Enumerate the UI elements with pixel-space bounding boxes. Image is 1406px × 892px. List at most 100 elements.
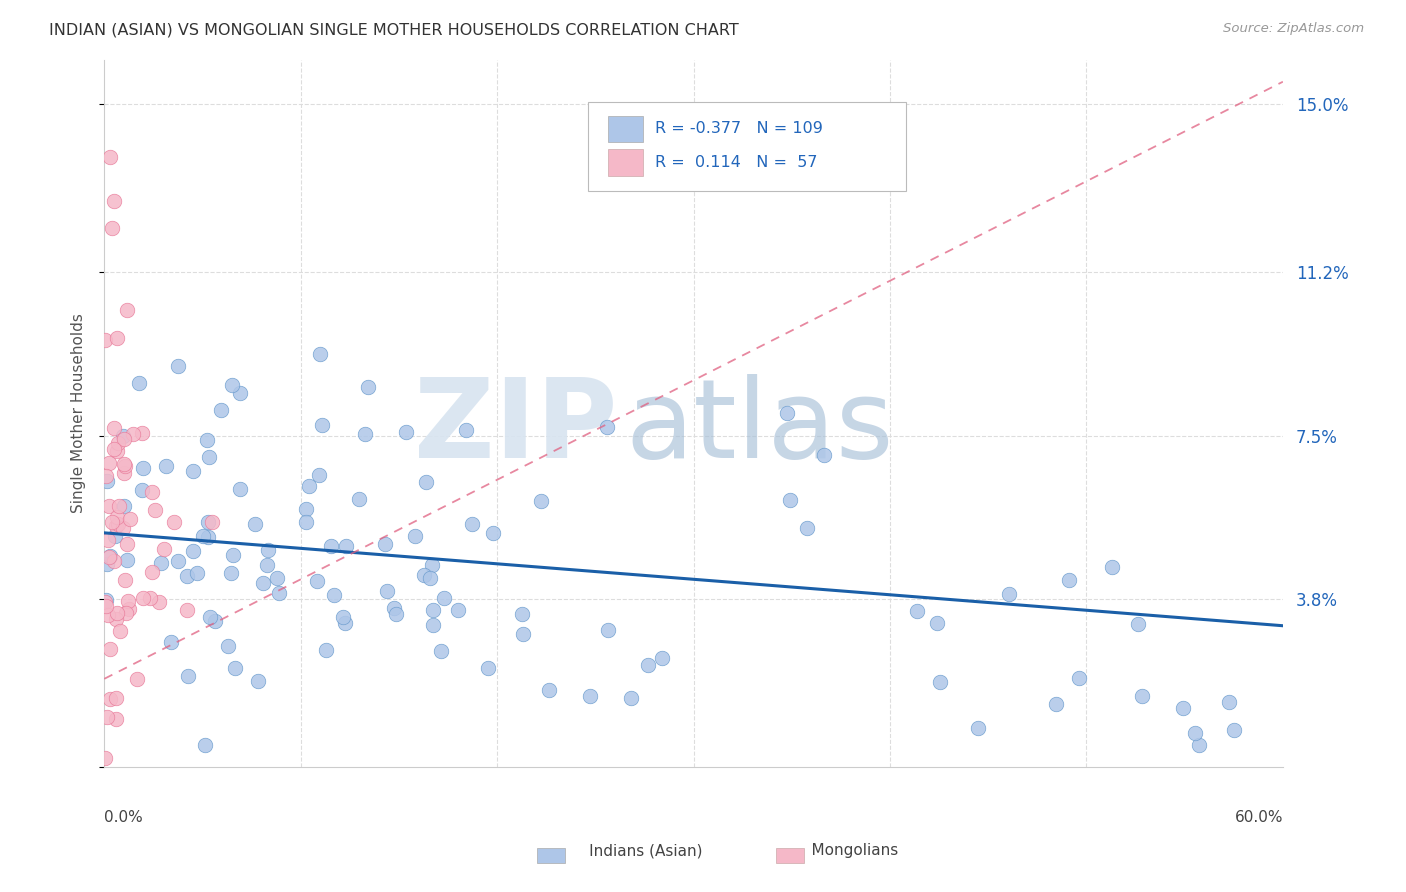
Point: [1101, 560, 1123, 574]
Point: [347, 492, 370, 507]
Point: [98, 500, 121, 514]
Point: [114, 458, 136, 473]
Point: [1222, 723, 1244, 738]
Point: [141, 484, 163, 499]
Point: [148, 595, 170, 609]
Point: [1218, 695, 1240, 709]
Point: [112, 432, 135, 446]
Text: R = -0.377   N = 109: R = -0.377 N = 109: [655, 121, 823, 136]
Point: [155, 458, 177, 473]
Point: [186, 566, 208, 580]
Point: [183, 464, 205, 478]
Point: [404, 529, 426, 543]
Point: [181, 544, 204, 558]
Point: [98, 150, 121, 164]
Point: [384, 601, 406, 615]
Point: [105, 606, 128, 620]
Text: R =  0.114   N =  57: R = 0.114 N = 57: [655, 155, 817, 170]
Point: [966, 721, 988, 735]
Point: [596, 419, 619, 434]
Point: [125, 673, 148, 687]
Point: [1171, 700, 1194, 714]
Point: [776, 407, 799, 421]
Point: [98, 642, 121, 657]
Text: INDIAN (ASIAN) VS MONGOLIAN SINGLE MOTHER HOUSEHOLDS CORRELATION CHART: INDIAN (ASIAN) VS MONGOLIAN SINGLE MOTHE…: [49, 22, 740, 37]
Point: [323, 588, 346, 602]
Point: [813, 449, 835, 463]
Point: [651, 651, 673, 665]
Point: [354, 427, 377, 442]
Text: ZIP: ZIP: [413, 374, 617, 481]
Point: [308, 468, 330, 483]
Point: [447, 603, 470, 617]
Point: [433, 591, 456, 605]
Point: [132, 460, 155, 475]
FancyBboxPatch shape: [607, 150, 643, 177]
Point: [198, 450, 221, 464]
Point: [596, 624, 619, 638]
Point: [905, 604, 928, 618]
Point: [104, 529, 127, 543]
Point: [118, 602, 141, 616]
Point: [224, 661, 246, 675]
Point: [105, 691, 128, 706]
Point: [219, 566, 242, 580]
FancyBboxPatch shape: [607, 115, 643, 143]
Point: [374, 537, 396, 551]
Point: [101, 515, 124, 529]
Point: [97, 549, 120, 564]
Point: [176, 569, 198, 583]
Point: [131, 483, 153, 498]
Point: [115, 606, 138, 620]
Point: [197, 515, 219, 529]
Point: [197, 531, 219, 545]
Point: [111, 429, 134, 443]
Point: [204, 615, 226, 629]
Point: [422, 618, 444, 632]
Point: [139, 591, 162, 605]
Point: [256, 558, 278, 573]
Point: [482, 526, 505, 541]
Point: [1130, 689, 1153, 703]
Point: [117, 594, 139, 608]
Point: [97, 608, 120, 623]
Text: 0.0%: 0.0%: [104, 810, 143, 825]
Point: [98, 549, 121, 563]
Point: [107, 436, 129, 450]
Point: [115, 303, 138, 318]
Point: [295, 515, 318, 529]
Point: [145, 502, 167, 516]
Point: [97, 456, 120, 470]
Point: [620, 691, 643, 706]
Point: [94, 333, 117, 347]
Point: [132, 591, 155, 605]
Point: [419, 571, 441, 585]
Text: Mongolians: Mongolians: [792, 843, 898, 858]
Point: [177, 669, 200, 683]
Point: [333, 615, 356, 630]
Point: [315, 643, 337, 657]
Point: [96, 710, 118, 724]
Point: [375, 584, 398, 599]
Point: [166, 359, 188, 373]
Point: [114, 573, 136, 587]
Point: [176, 603, 198, 617]
Point: [385, 607, 408, 622]
Point: [477, 660, 499, 674]
Point: [194, 738, 217, 752]
Text: Indians (Asian): Indians (Asian): [555, 843, 703, 858]
Point: [103, 553, 125, 567]
Point: [103, 421, 125, 435]
Point: [96, 593, 118, 607]
Point: [96, 474, 118, 488]
Point: [103, 194, 125, 208]
Point: [166, 554, 188, 568]
Point: [198, 610, 221, 624]
Point: [1057, 573, 1080, 587]
Point: [530, 494, 553, 508]
Point: [257, 543, 280, 558]
Point: [112, 499, 135, 513]
Point: [537, 682, 560, 697]
Point: [104, 612, 127, 626]
Point: [1184, 725, 1206, 739]
